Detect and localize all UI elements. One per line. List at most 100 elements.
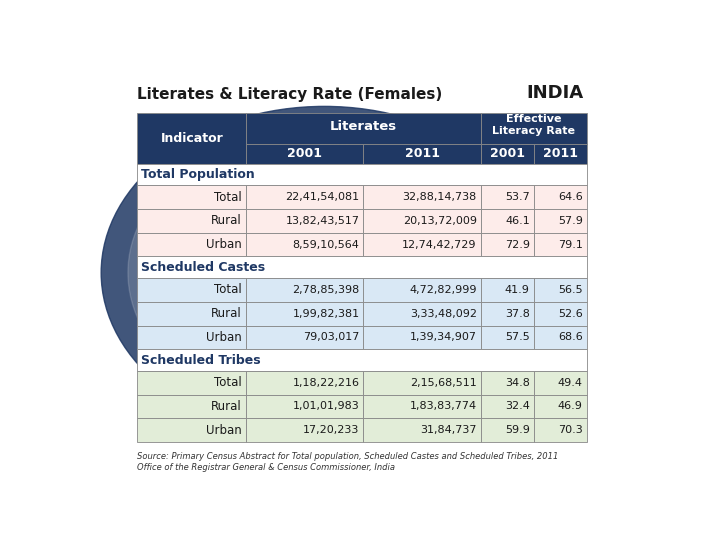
Text: 79,03,017: 79,03,017 xyxy=(303,332,359,342)
Text: 57.9: 57.9 xyxy=(558,216,582,226)
Text: Total: Total xyxy=(214,284,242,296)
Bar xyxy=(481,144,534,164)
Text: Urban: Urban xyxy=(206,238,242,251)
Bar xyxy=(481,302,534,326)
Bar xyxy=(534,302,587,326)
Bar xyxy=(534,371,587,395)
Text: 20,13,72,009: 20,13,72,009 xyxy=(402,216,477,226)
Text: Source: Primary Census Abstract for Total population, Scheduled Castes and Sched: Source: Primary Census Abstract for Tota… xyxy=(138,453,559,461)
Bar xyxy=(246,278,364,302)
Text: 56.5: 56.5 xyxy=(558,285,582,295)
Bar xyxy=(481,395,534,418)
Circle shape xyxy=(101,106,548,439)
Text: 2001: 2001 xyxy=(287,147,323,160)
Bar xyxy=(138,395,246,418)
Text: 31,84,737: 31,84,737 xyxy=(420,425,477,435)
Bar xyxy=(138,349,587,371)
Text: Literates & Literacy Rate (Females): Literates & Literacy Rate (Females) xyxy=(138,87,443,102)
Bar xyxy=(246,209,364,233)
Bar xyxy=(481,233,534,256)
Bar xyxy=(138,326,246,349)
Text: Scheduled Castes: Scheduled Castes xyxy=(141,261,265,274)
Bar xyxy=(138,371,246,395)
Bar xyxy=(364,418,481,442)
Text: 57.5: 57.5 xyxy=(505,332,530,342)
Bar xyxy=(138,302,246,326)
Bar xyxy=(534,144,587,164)
Bar xyxy=(138,113,246,164)
Text: 2011: 2011 xyxy=(303,395,346,410)
Text: 59.9: 59.9 xyxy=(505,425,530,435)
Text: Indicator: Indicator xyxy=(161,132,223,145)
Text: CENSUS: CENSUS xyxy=(300,138,349,148)
Text: Total Population: Total Population xyxy=(141,168,255,181)
Text: 2,78,85,398: 2,78,85,398 xyxy=(292,285,359,295)
Text: INDIA: INDIA xyxy=(527,84,584,102)
Bar xyxy=(481,326,534,349)
Text: 64.6: 64.6 xyxy=(558,192,582,202)
Bar xyxy=(364,326,481,349)
Text: Office of the Registrar General & Census Commissioner, India: Office of the Registrar General & Census… xyxy=(138,463,395,472)
Circle shape xyxy=(128,126,521,419)
Text: Urban: Urban xyxy=(206,331,242,344)
Text: 32.4: 32.4 xyxy=(505,401,530,411)
Text: 70.3: 70.3 xyxy=(558,425,582,435)
Bar xyxy=(364,233,481,256)
Text: 79.1: 79.1 xyxy=(558,240,582,249)
Text: 46.1: 46.1 xyxy=(505,216,530,226)
Text: Literates: Literates xyxy=(330,120,397,133)
Bar xyxy=(481,418,534,442)
Bar xyxy=(138,209,246,233)
Bar xyxy=(364,144,481,164)
Text: 22,41,54,081: 22,41,54,081 xyxy=(285,192,359,202)
Bar xyxy=(138,233,246,256)
Text: Effective
Literacy Rate: Effective Literacy Rate xyxy=(492,114,575,136)
Bar xyxy=(246,395,364,418)
Text: Rural: Rural xyxy=(211,307,242,320)
Bar xyxy=(246,185,364,209)
Text: Urban: Urban xyxy=(206,423,242,436)
Bar xyxy=(246,418,364,442)
Text: 52.6: 52.6 xyxy=(558,309,582,319)
Text: 68.6: 68.6 xyxy=(558,332,582,342)
Text: 2001: 2001 xyxy=(490,147,525,160)
Text: 32,88,14,738: 32,88,14,738 xyxy=(402,192,477,202)
Text: 4,72,82,999: 4,72,82,999 xyxy=(409,285,477,295)
Bar xyxy=(534,395,587,418)
Text: 49.4: 49.4 xyxy=(558,377,582,388)
Bar xyxy=(364,278,481,302)
Bar xyxy=(534,209,587,233)
Text: 17,20,233: 17,20,233 xyxy=(303,425,359,435)
Text: 2011: 2011 xyxy=(405,147,439,160)
Bar xyxy=(138,256,587,278)
Text: 1,18,22,216: 1,18,22,216 xyxy=(292,377,359,388)
Bar xyxy=(138,185,246,209)
Text: 1,39,34,907: 1,39,34,907 xyxy=(410,332,477,342)
Bar xyxy=(364,209,481,233)
Text: 1,83,83,774: 1,83,83,774 xyxy=(410,401,477,411)
Text: 1,99,82,381: 1,99,82,381 xyxy=(292,309,359,319)
Bar xyxy=(481,371,534,395)
Text: 2,15,68,511: 2,15,68,511 xyxy=(410,377,477,388)
Bar xyxy=(246,113,481,144)
Text: Total: Total xyxy=(214,191,242,204)
Bar xyxy=(481,113,587,144)
Bar xyxy=(246,371,364,395)
Text: 72.9: 72.9 xyxy=(505,240,530,249)
Text: Scheduled Tribes: Scheduled Tribes xyxy=(141,354,261,367)
Bar xyxy=(481,185,534,209)
Bar xyxy=(364,302,481,326)
Bar xyxy=(534,278,587,302)
Text: Rural: Rural xyxy=(211,214,242,227)
Bar xyxy=(246,233,364,256)
Text: Rural: Rural xyxy=(211,400,242,413)
Text: 12,74,42,729: 12,74,42,729 xyxy=(402,240,477,249)
Text: 13,82,43,517: 13,82,43,517 xyxy=(286,216,359,226)
Bar xyxy=(534,185,587,209)
Text: 8,59,10,564: 8,59,10,564 xyxy=(292,240,359,249)
Bar xyxy=(138,164,587,185)
Bar xyxy=(138,278,246,302)
Bar xyxy=(246,302,364,326)
Text: 34.8: 34.8 xyxy=(505,377,530,388)
Text: 41.9: 41.9 xyxy=(505,285,530,295)
